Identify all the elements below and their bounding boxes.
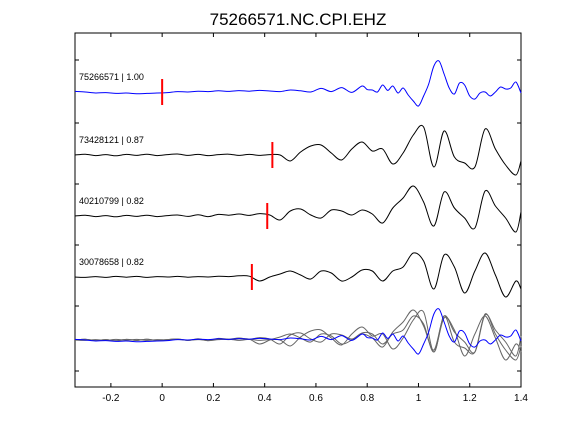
trace-label: 30078658 | 0.82	[79, 257, 144, 267]
x-tick-label: 1.2	[463, 393, 477, 404]
pick-markers	[161, 79, 274, 290]
x-tick-label: 0	[159, 393, 165, 404]
chart-title: 75266571.NC.CPI.EHZ	[210, 10, 387, 29]
overlay-trace-line	[74, 309, 522, 357]
trace-label: 75266571 | 1.00	[79, 72, 144, 82]
plot-area	[74, 32, 522, 388]
x-tick-label: 0.4	[258, 393, 272, 404]
x-ticks	[110, 33, 522, 387]
trace-label: 40210799 | 0.82	[79, 196, 144, 206]
trace-line	[74, 60, 522, 107]
x-tick-label: 0.8	[360, 393, 374, 404]
x-tick-label: 0.2	[206, 393, 220, 404]
overlay-trace-line	[74, 315, 522, 361]
trace-line	[74, 185, 522, 233]
overlay-traces	[74, 308, 522, 361]
trace-labels: 75266571 | 1.00 73428121 | 0.87 40210799 |…	[79, 72, 144, 267]
traces	[74, 60, 522, 298]
x-tick-label: -0.2	[102, 393, 120, 404]
x-tick-label: 1.4	[514, 393, 528, 404]
trace-line	[74, 124, 522, 176]
x-tick-label: 1	[416, 393, 422, 404]
trace-line	[74, 252, 522, 298]
trace-label: 73428121 | 0.87	[79, 135, 144, 145]
x-tick-label: 0.6	[309, 393, 323, 404]
y-ticks	[75, 59, 521, 372]
x-tick-labels: -0.2 0 0.2 0.4 0.6 0.8 1 1.2 1.4	[102, 393, 528, 404]
overlay-reference-line	[74, 308, 522, 355]
